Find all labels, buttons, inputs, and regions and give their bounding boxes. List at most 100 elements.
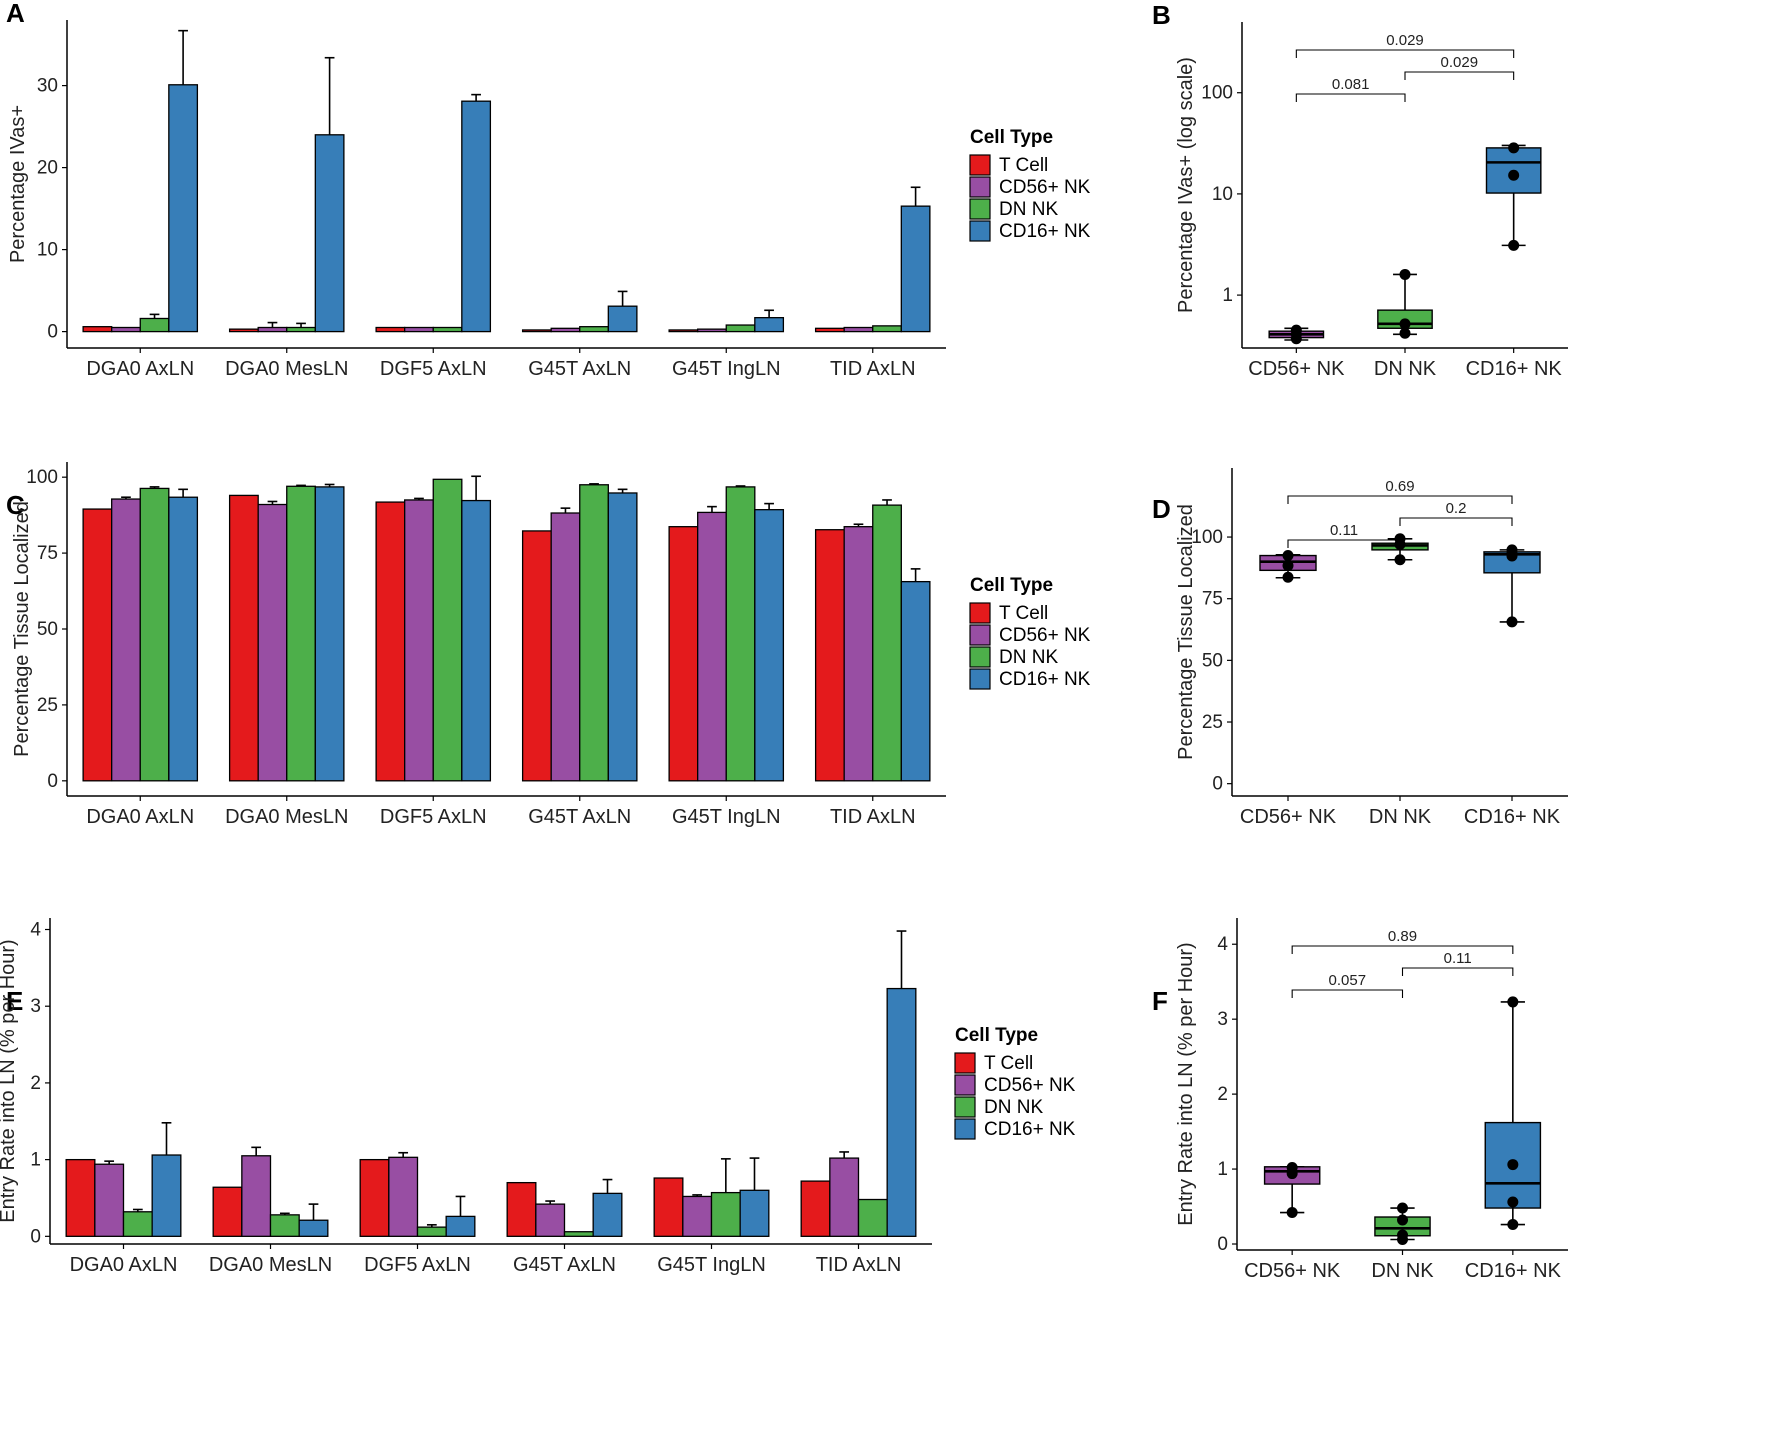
panel-b-comparison-bracket (1295, 49, 1515, 58)
panel-a-y-tick-label: 0 (47, 322, 58, 343)
panel-e-bar-tid-axln-t-cell (800, 1180, 831, 1237)
panel-c-x-tick-label: DGA0 AxLN (86, 806, 194, 828)
panel-c-bar-tid-axln-dn-nk (872, 504, 902, 782)
panel-f-x-tick-label: CD56+ NK (1244, 1260, 1341, 1282)
panel-f-y-tick-label: 3 (1217, 1009, 1228, 1030)
panel-a-bar-dga0-axln-cd16-nk (168, 84, 199, 333)
panel-f-data-point (1397, 1202, 1408, 1214)
panel-f-p-value: 0.11 (1444, 950, 1472, 967)
panel-e-legend-label-cd16-nk: CD16+ NK (984, 1119, 1076, 1140)
panel-f-x-tick-label: CD16+ NK (1465, 1260, 1562, 1282)
panel-a-y-axis-label: Percentage IVas+ (7, 105, 29, 263)
panel-f-data-point (1507, 1196, 1519, 1208)
panel-c-bar-tid-axln-t-cell (814, 529, 845, 782)
panel-a-legend-key-cd16-nk (969, 220, 991, 242)
panel-d-y-tick-label: 0 (1212, 774, 1223, 795)
panel-b-y-tick-label: 100 (1201, 83, 1233, 104)
panel-b-y-axis-label: Percentage IVas+ (log scale) (1175, 57, 1197, 313)
panel-a-bar-dgf5-axln-cd16-nk (461, 100, 492, 333)
panel-a-bar-dgf5-axln-t-cell (375, 326, 406, 333)
panel-c-bar-dgf5-axln-cd56-nk (404, 499, 434, 782)
panel-f-comparison-bracket (1291, 945, 1514, 954)
panel-c-x-tick-label: G45T AxLN (528, 806, 631, 828)
panel-c-bar-dgf5-axln-dn-nk (432, 478, 463, 782)
panel-a-legend-label-cd56-nk: CD56+ NK (999, 177, 1091, 198)
panel-e-y-axis-label: Entry Rate into LN (% per Hour) (0, 939, 19, 1222)
panel-c-x-tick-label: DGA0 MesLN (225, 806, 348, 828)
panel-e-x-tick-label: G45T AxLN (513, 1254, 616, 1276)
panel-f-data-point (1286, 1162, 1298, 1174)
panel-a-bar-tid-axln-cd16-nk (900, 205, 931, 333)
panel-d-data-point (1282, 571, 1294, 583)
panel-a-legend-key-t-cell (969, 154, 991, 176)
panel-c-bar-tid-axln-cd56-nk (843, 526, 874, 782)
panel-d-data-point (1394, 533, 1406, 545)
panel-c-bar-g45t-axln-t-cell (521, 530, 552, 782)
panel-d-data-point (1394, 554, 1406, 566)
panel-c-legend-key-t-cell (969, 602, 991, 624)
panel-d-comparison-bracket (1399, 517, 1513, 526)
panel-d-y-tick-label: 75 (1202, 589, 1223, 610)
panel-e-bar-dga0-axln-dn-nk (122, 1211, 153, 1237)
panel-a-bar-g45t-ingln-cd56-nk (697, 328, 727, 333)
panel-c-bar-dgf5-axln-t-cell (375, 501, 406, 782)
panel-f-data-point (1507, 1159, 1519, 1171)
panel-e-bar-g45t-axln-t-cell (506, 1181, 537, 1237)
panel-c-bar-dga0-axln-cd16-nk (168, 496, 199, 782)
panel-c-bar-g45t-ingln-cd16-nk (754, 509, 785, 782)
panel-e-y-tick-label: 1 (30, 1150, 41, 1171)
panel-e-bar-dgf5-axln-t-cell (359, 1158, 390, 1237)
panel-a-legend-title: Cell Type (970, 127, 1053, 148)
panel-e-bar-dga0-axln-cd56-nk (94, 1163, 125, 1237)
panel-f-comparison-bracket (1401, 967, 1514, 976)
panel-b-data-point (1508, 169, 1520, 181)
panel-a-legend-key-cd56-nk (969, 176, 991, 198)
panel-label-a: A (6, 0, 25, 28)
panel-b-p-value: 0.081 (1332, 76, 1370, 93)
panel-e-bar-g45t-ingln-cd16-nk (739, 1189, 770, 1237)
panel-a-bar-g45t-axln-cd16-nk (607, 305, 638, 333)
panel-e-bar-g45t-axln-cd16-nk (592, 1192, 623, 1237)
panel-a-bar-g45t-axln-cd56-nk (550, 327, 581, 333)
panel-label-b: B (1152, 0, 1171, 30)
panel-e-legend-key-t-cell (954, 1052, 976, 1074)
panel-b-data-point (1508, 239, 1520, 251)
panel-b-x-tick-label: CD56+ NK (1248, 358, 1345, 380)
panel-f-comparison-bracket (1291, 989, 1404, 998)
panel-a-bar-dgf5-axln-dn-nk (432, 326, 463, 333)
panel-d-y-axis-label: Percentage Tissue Localized (1175, 504, 1197, 760)
panel-e-x-tick-label: TID AxLN (816, 1254, 902, 1276)
panel-b-x-tick-label: DN NK (1374, 358, 1437, 380)
panel-b-y-tick-label: 10 (1212, 184, 1233, 205)
panel-a-bar-g45t-ingln-dn-nk (725, 324, 756, 333)
panel-e-bar-g45t-axln-cd56-nk (535, 1203, 566, 1237)
panel-e-bar-dga0-mesln-t-cell (212, 1186, 243, 1237)
panel-c-legend-label-cd56-nk: CD56+ NK (999, 625, 1091, 646)
panel-a-bar-g45t-axln-dn-nk (579, 326, 609, 333)
panel-a-bar-g45t-axln-t-cell (521, 329, 552, 333)
panel-e-bar-dgf5-axln-dn-nk (416, 1226, 447, 1237)
panel-a-bar-dga0-axln-dn-nk (139, 317, 170, 333)
panel-f-p-value: 0.89 (1388, 928, 1417, 945)
panel-a-legend-key-dn-nk (969, 198, 991, 220)
panel-a-bar-dga0-mesln-t-cell (228, 328, 259, 333)
panel-c: 0 25 50 75 100 Percentage Tissue Localized DGA… (11, 462, 1091, 828)
panel-f-data-point (1286, 1207, 1298, 1219)
panel-c-bar-dgf5-axln-cd16-nk (461, 499, 492, 782)
panel-d-y-tick-label: 25 (1202, 712, 1223, 733)
panel-a-legend-label-cd16-nk: CD16+ NK (999, 221, 1091, 242)
panel-e-y-tick-label: 4 (30, 920, 41, 941)
panel-f-data-point (1507, 1219, 1519, 1231)
panel-d-p-value: 0.11 (1330, 522, 1358, 539)
panel-c-bar-dga0-mesln-cd16-nk (314, 486, 345, 782)
panel-d-comparison-bracket (1287, 539, 1401, 548)
panel-e-bar-g45t-ingln-t-cell (653, 1177, 684, 1237)
panel-a-bar-dga0-axln-cd56-nk (111, 326, 141, 333)
panel-f-y-tick-label: 1 (1217, 1159, 1228, 1180)
panel-e-y-tick-label: 0 (30, 1226, 41, 1247)
panel-e-x-tick-label: G45T IngLN (657, 1254, 766, 1276)
panel-b-p-value: 0.029 (1441, 54, 1479, 71)
panel-c-legend-key-cd16-nk (969, 668, 991, 690)
panel-label-e: E (6, 986, 23, 1016)
